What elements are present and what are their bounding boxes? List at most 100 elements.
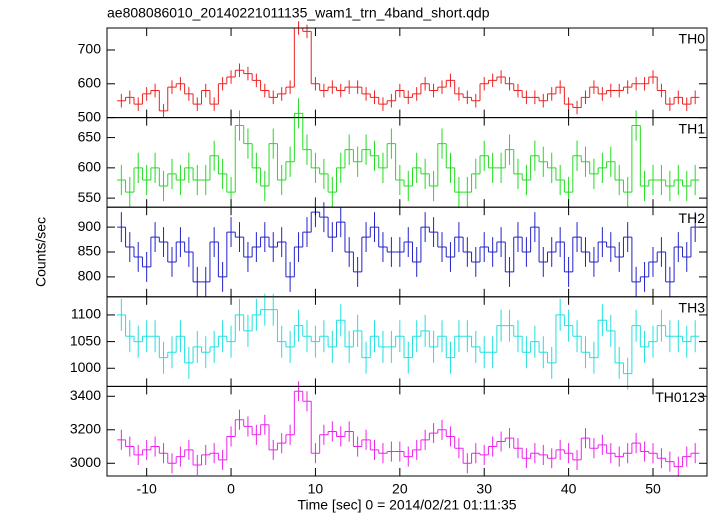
step-bin [192, 330, 202, 363]
step-bin [614, 161, 624, 196]
step-bin [530, 90, 540, 105]
step-bin [158, 336, 168, 374]
step-bin [614, 330, 624, 379]
step-bin [234, 110, 244, 193]
step-bin [622, 176, 632, 208]
step-bin [521, 237, 531, 267]
step-bin [555, 227, 565, 257]
step-bin [192, 93, 202, 111]
step-bin [268, 128, 278, 187]
step-bin [387, 330, 396, 363]
step-bin [487, 237, 497, 267]
step-bin [336, 83, 345, 98]
step-bin [133, 97, 143, 111]
step-bin [260, 293, 270, 326]
step-bin [538, 227, 548, 277]
step-bin [386, 237, 396, 267]
step-bin [327, 173, 337, 208]
step-bin [530, 140, 540, 180]
step-bin [158, 167, 168, 202]
step-bin [175, 77, 185, 91]
step-bin [682, 242, 691, 272]
step-bin [597, 434, 607, 455]
step-bin [622, 80, 632, 94]
step-bin [631, 309, 641, 374]
step-bin [141, 439, 151, 460]
step-bin [378, 330, 388, 363]
step-bin [580, 336, 590, 369]
step-bin [471, 330, 480, 363]
step-bin [395, 83, 405, 101]
step-bin [411, 320, 421, 358]
step-bin [201, 336, 210, 369]
step-bin [504, 242, 514, 287]
step-bin [141, 164, 151, 196]
step-bin [192, 449, 202, 475]
step-bin [352, 252, 362, 287]
step-bin [217, 77, 227, 105]
step-bin [353, 80, 362, 94]
step-bin [243, 416, 253, 437]
step-bin [395, 320, 405, 353]
step-bin [117, 429, 126, 450]
step-bin [597, 227, 607, 262]
step-bin [361, 87, 371, 101]
step-bin [369, 140, 379, 171]
step-bin [395, 237, 405, 267]
step-bin [403, 227, 413, 257]
step-bin [344, 421, 354, 442]
step-bin [201, 266, 210, 297]
y-tick-label: 3200 [70, 420, 101, 436]
step-bin [487, 436, 497, 457]
step-bin [674, 320, 683, 353]
x-axis-label: Time [sec] 0 = 2014/02/21 01:11:35 [297, 497, 516, 513]
step-bin [479, 444, 489, 465]
step-bin [276, 143, 286, 196]
step-bin [411, 439, 421, 460]
step-bin [555, 298, 565, 363]
step-bin [117, 212, 126, 243]
step-bin [125, 314, 135, 353]
step-bin [285, 424, 295, 445]
step-bin [234, 63, 244, 78]
step-bin [530, 212, 540, 252]
step-bin [293, 381, 303, 435]
step-bin [445, 73, 455, 88]
y-tick-label: 700 [78, 41, 102, 57]
step-bin [690, 90, 700, 105]
step-bin [428, 170, 438, 202]
step-bin [420, 212, 430, 262]
step-bin [428, 423, 438, 444]
step-bin [217, 155, 227, 190]
step-bin [597, 304, 607, 358]
step-bin [336, 207, 345, 238]
y-tick-label: 3000 [70, 454, 101, 470]
step-bin [133, 444, 143, 465]
step-bin [150, 83, 160, 98]
step-bin [285, 242, 295, 292]
step-bin [141, 87, 151, 105]
step-bin [648, 247, 658, 277]
step-bin [150, 320, 160, 353]
step-bin [521, 448, 531, 469]
step-bin [420, 158, 430, 190]
step-bin [656, 77, 666, 98]
x-tick-label: 30 [476, 481, 492, 497]
step-bin [656, 448, 666, 469]
y-tick-label: 650 [78, 128, 102, 144]
step-bin [411, 87, 421, 101]
y-axis-label: Counts/sec [33, 217, 49, 287]
step-bin [682, 97, 691, 111]
step-bin [648, 325, 658, 358]
step-bin [268, 232, 278, 262]
step-bin [251, 424, 261, 445]
step-bin [319, 320, 329, 353]
step-bin [302, 391, 312, 412]
step-bin [201, 164, 210, 196]
step-bin [572, 222, 582, 272]
step-bin [639, 441, 649, 462]
step-bin [690, 320, 700, 353]
step-bin [445, 242, 455, 272]
step-bin [513, 320, 523, 353]
step-bin [175, 446, 185, 467]
